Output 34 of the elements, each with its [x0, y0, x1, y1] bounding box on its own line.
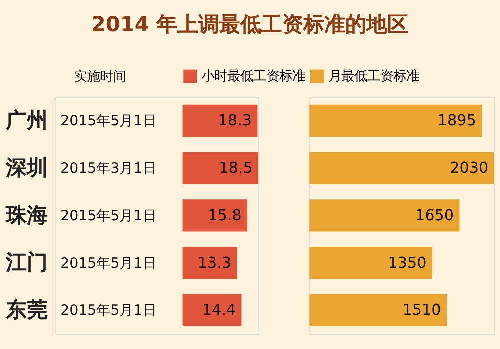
bar: [182, 200, 248, 232]
y-tick-label: 广州: [4, 108, 48, 133]
data-label: 1510: [402, 301, 442, 320]
bar: [310, 104, 482, 138]
data-label: 1650: [416, 206, 454, 224]
chart-title: 2014 年上调最低工资标准的地区: [91, 12, 409, 37]
text: 2015年3月1日: [60, 161, 157, 178]
data-label: 18.3: [218, 112, 252, 130]
bar: [310, 246, 432, 280]
bar: [182, 294, 242, 326]
data-label: 1350: [388, 254, 427, 272]
data-label: 18.5: [219, 159, 253, 178]
data-label: 14.4: [202, 301, 236, 320]
bar: [310, 294, 448, 326]
text: 实施时间: [74, 70, 126, 86]
y-tick-label: 江门: [4, 250, 48, 275]
bar: [182, 152, 259, 184]
y-tick-label: 东莞: [4, 298, 48, 322]
data-label: 13.3: [198, 254, 232, 272]
data-label: 1895: [438, 112, 476, 130]
text: 2015年5月1日: [60, 208, 157, 224]
bar: [182, 246, 238, 280]
legend-label: 月最低工资标准: [328, 69, 420, 84]
data-label: 2030: [450, 159, 489, 178]
legend-label: 小时最低工资标准: [202, 69, 306, 84]
text: 2015年5月1日: [60, 303, 157, 320]
text: 2015年5月1日: [60, 256, 157, 272]
y-tick-label: 珠海: [4, 203, 48, 228]
bar: [310, 200, 460, 232]
data-label: 15.8: [208, 206, 242, 224]
bar: [182, 104, 258, 138]
bar: [310, 152, 494, 184]
text: 2015年5月1日: [60, 114, 157, 130]
y-tick-label: 深圳: [4, 156, 48, 180]
